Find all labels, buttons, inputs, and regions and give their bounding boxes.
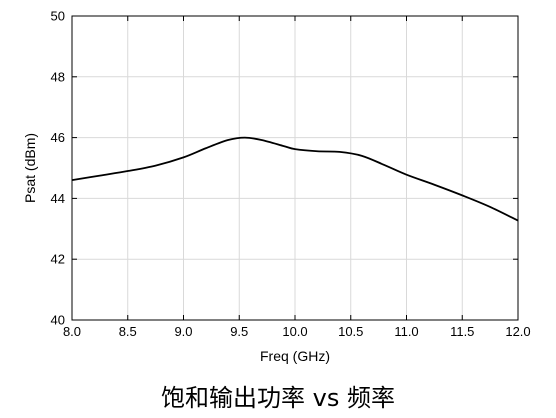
y-tick-label: 46 [51, 130, 65, 145]
y-tick-label: 50 [51, 9, 65, 24]
x-tick-label: 11.0 [394, 324, 418, 339]
x-tick-label: 8.5 [119, 324, 137, 339]
x-tick-label: 8.0 [63, 324, 81, 339]
y-tick-label: 48 [51, 69, 65, 84]
x-axis-label: Freq (GHz) [260, 348, 330, 364]
x-tick-label: 12.0 [505, 324, 530, 339]
x-axis-ticks: 8.0 8.5 9.0 9.5 10.0 10.5 11.0 11.5 12.0 [63, 16, 531, 339]
y-axis-label: Psat (dBm) [22, 133, 38, 203]
x-tick-label: 11.5 [450, 324, 474, 339]
x-tick-label: 10.5 [338, 324, 363, 339]
x-tick-label: 9.5 [230, 324, 248, 339]
y-tick-label: 42 [51, 252, 65, 267]
x-tick-label: 9.0 [174, 324, 192, 339]
series-line [71, 136, 519, 222]
figure-caption: 饱和输出功率 vs 频率 [161, 384, 395, 412]
y-axis-ticks: 40 42 44 46 48 50 [51, 9, 518, 328]
grid [71, 15, 519, 321]
y-tick-label: 40 [51, 313, 65, 328]
y-tick-label: 44 [51, 191, 65, 206]
x-tick-label: 10.0 [282, 324, 307, 339]
